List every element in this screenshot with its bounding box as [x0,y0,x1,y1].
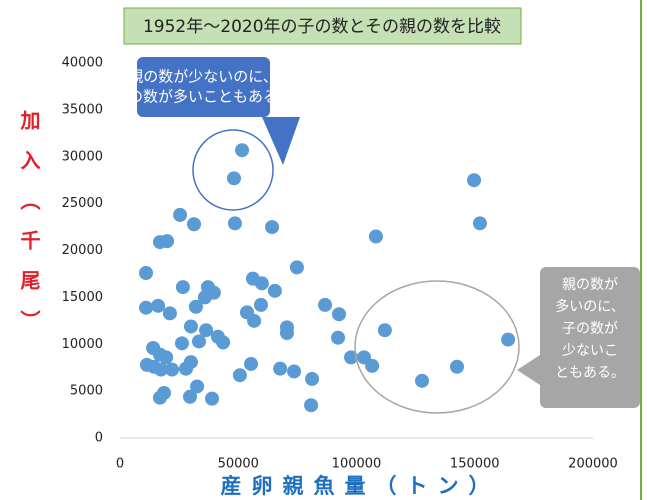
point [254,276,269,291]
point [235,143,250,158]
chart-title: 1952年～2020年の子の数とその親の数を比較 [143,17,501,37]
point [151,298,166,313]
point [197,290,212,305]
points [139,143,516,413]
point [305,371,320,386]
point [289,260,304,275]
point [304,398,319,413]
point [450,359,465,374]
x-tick-label: 0 [116,457,124,472]
point [153,362,168,377]
annotation-line: 少ないこ [562,343,618,359]
point [365,358,380,373]
point [279,326,294,340]
point [331,330,346,345]
point [173,207,188,222]
point [501,332,516,347]
point [227,216,242,231]
point [331,307,346,322]
point [174,336,189,351]
point [377,323,392,338]
point [253,297,268,312]
point [273,361,288,376]
point [232,368,247,383]
callout-gray [517,267,640,408]
point [162,306,177,321]
point [318,297,333,312]
y-tick-label: 40000 [62,56,103,71]
x-tick-label: 200000 [568,457,618,472]
highlight-ellipse [354,280,520,414]
point [216,335,231,350]
point [191,334,206,349]
point [183,319,198,334]
y-tick-label: 35000 [62,102,103,117]
point [160,234,175,249]
point [204,391,219,406]
point [472,216,487,231]
point [152,390,167,405]
point [159,350,174,365]
point [139,300,154,315]
y-tick-label: 10000 [62,337,103,352]
x-tick-label: 50000 [218,457,259,472]
point [267,283,282,298]
callout-blue [137,57,300,165]
point [190,379,205,394]
point [187,217,202,232]
point [199,323,214,338]
x-tick-label: 150000 [450,457,500,472]
point [244,356,259,371]
point [368,229,383,244]
point [165,362,180,377]
annotation-line: ともある。 [555,365,625,381]
point [226,171,241,186]
annotation-line: 親の数が少ないのに、 [128,68,278,86]
y-tick-label: 30000 [62,149,103,164]
point [265,220,280,235]
point [247,313,262,328]
point [344,350,359,365]
title-box [123,7,522,45]
annotation-line: 子の数が [562,321,618,337]
point [139,266,154,280]
highlight-circle [192,129,274,211]
point [188,299,203,314]
y-tick-label: 25000 [62,196,103,211]
y-axis-title: 加入（千尾） [17,110,41,350]
x-tick-label: 100000 [332,457,382,472]
y-tick-label: 5000 [70,384,103,399]
point [175,280,190,295]
point [287,364,302,379]
y-tick-label: 0 [95,431,103,446]
point [183,389,198,404]
y-tick-label: 15000 [62,290,103,305]
annotation-line: 多いのに、 [555,298,625,315]
y-tick-label: 20000 [62,243,103,258]
annotation-line: 親の数が [562,277,618,293]
x-axis-title: 産卵親魚量（トン） [220,474,500,498]
point [415,373,430,388]
annotation-line: 子の数が多いこともある。 [113,88,293,106]
point [467,173,482,188]
point [178,361,193,376]
